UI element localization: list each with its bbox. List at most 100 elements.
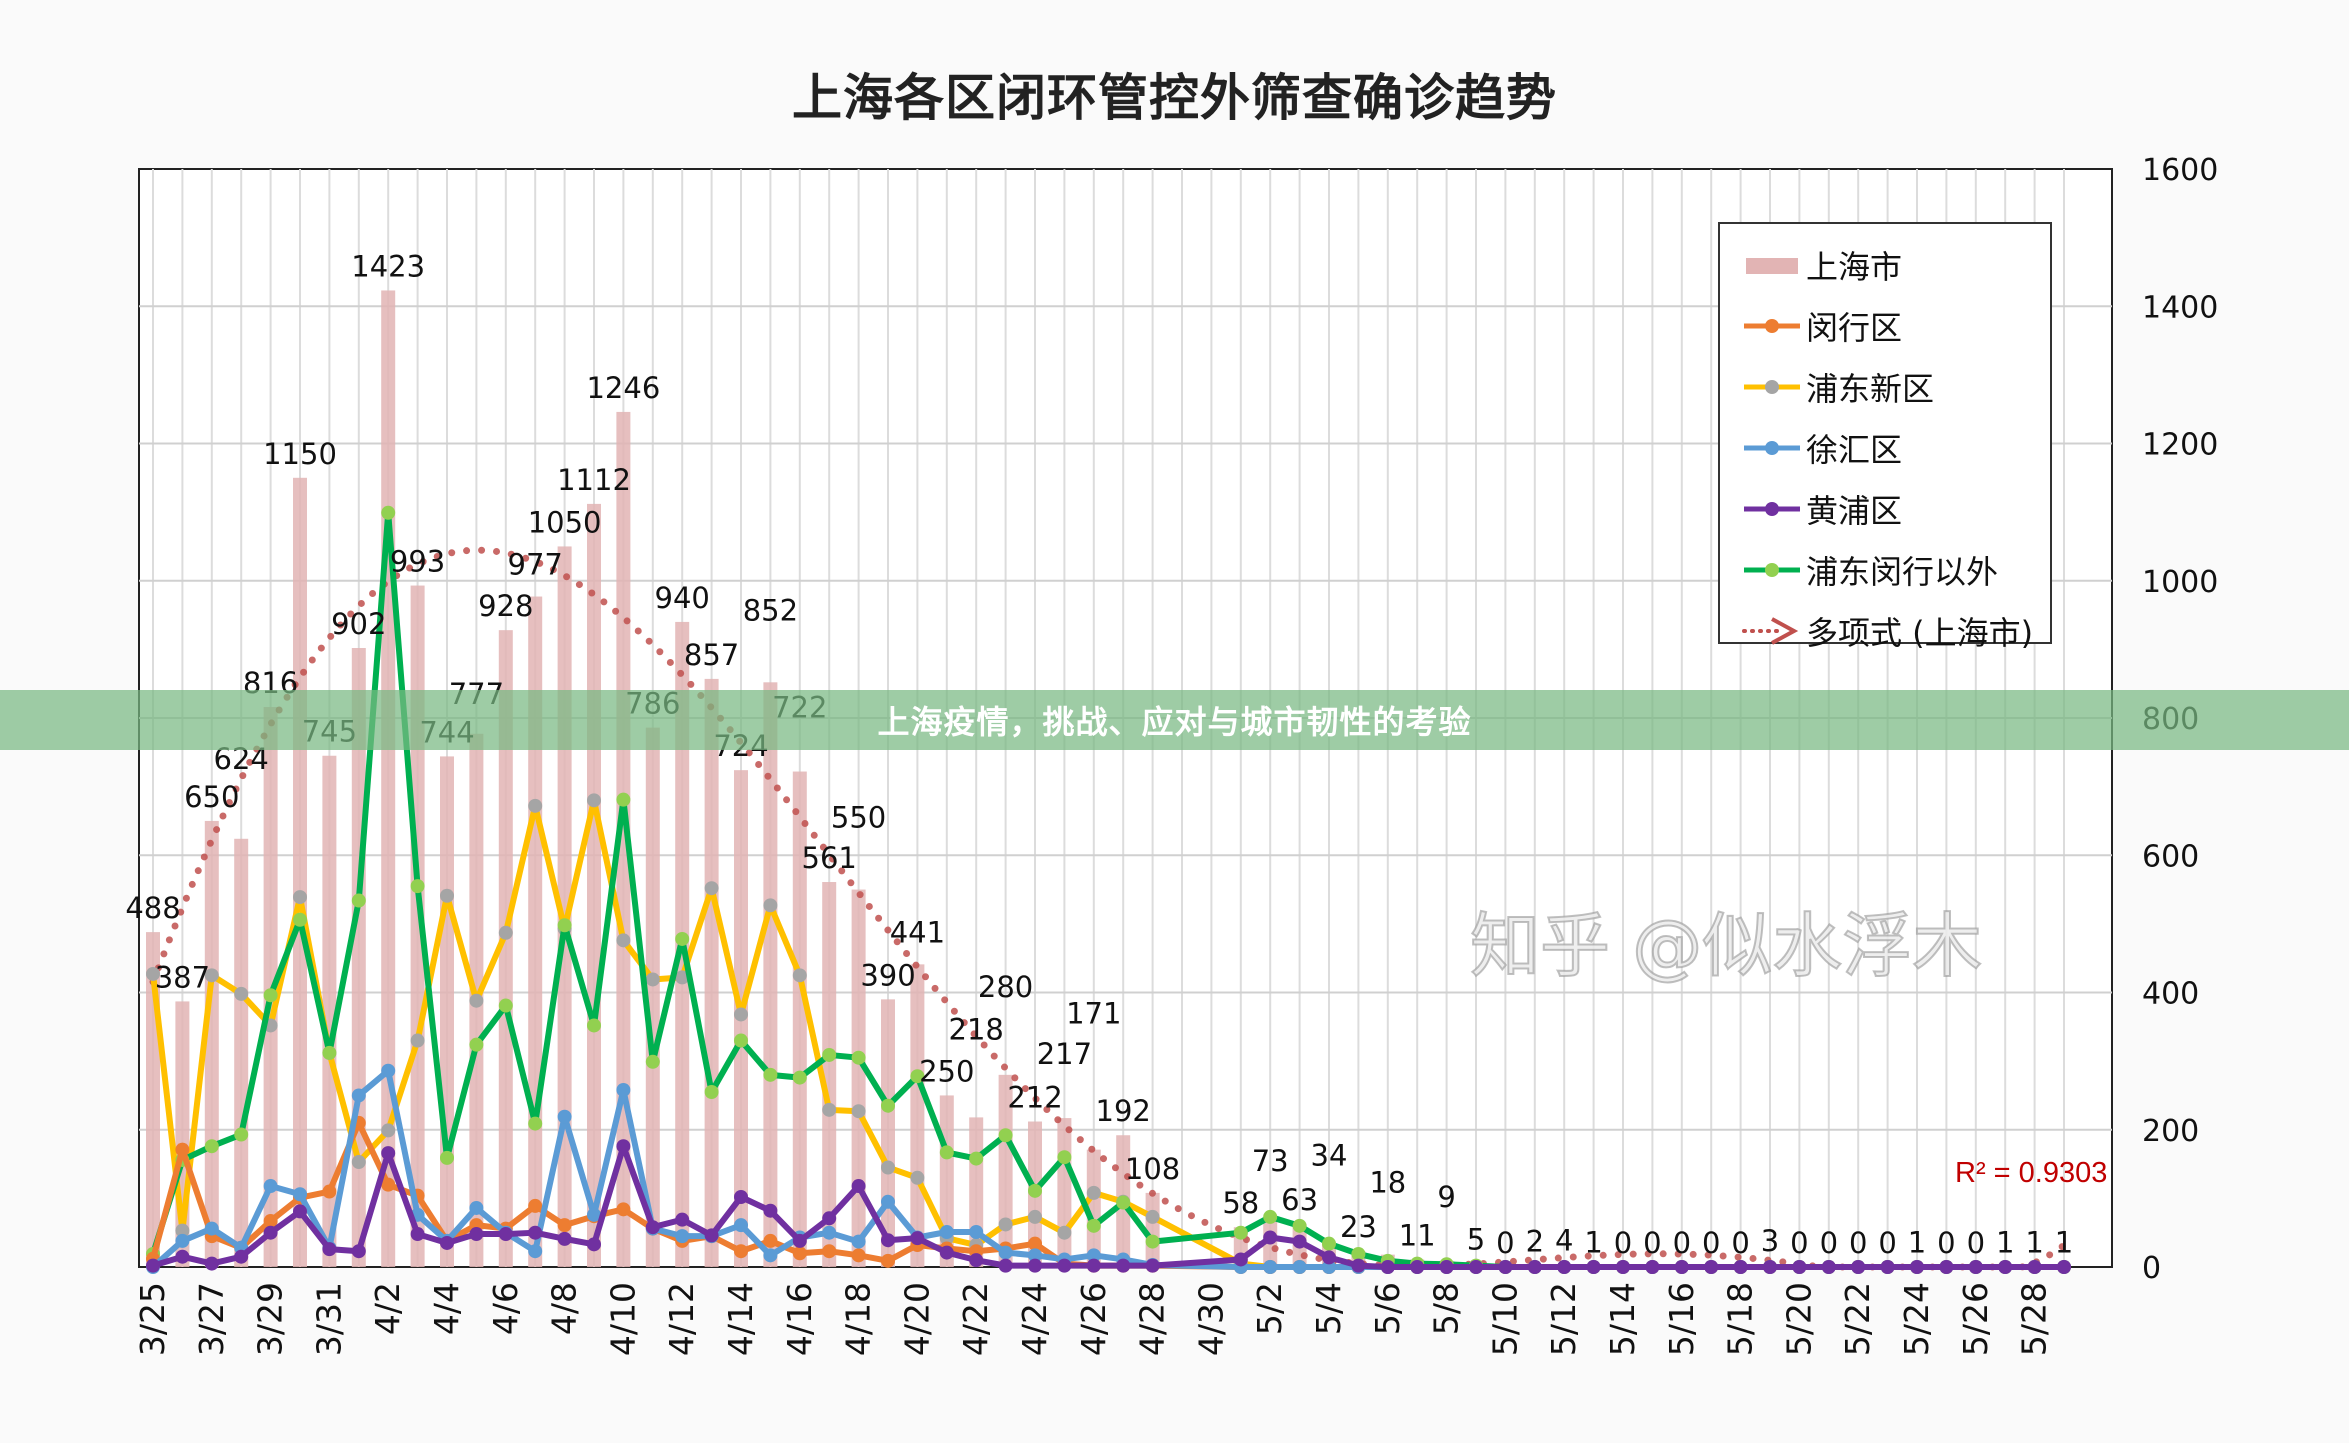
bar-data-label: 58 (1222, 1186, 1259, 1220)
bar-data-label: 1150 (263, 437, 337, 471)
x-tick-label: 4/14 (721, 1282, 760, 1356)
data-point-marker (910, 1170, 925, 1185)
banner-text: 上海疫情，挑战、应对与城市韧性的考验 (877, 703, 1472, 741)
data-point-marker (498, 1227, 513, 1242)
data-point-marker (557, 1109, 572, 1124)
data-point-marker (1351, 1246, 1366, 1261)
data-point-marker (675, 1229, 690, 1244)
data-point-marker (1322, 1260, 1336, 1274)
data-point-marker (1763, 1260, 1777, 1274)
y-tick-label: 400 (2142, 977, 2199, 1012)
legend-label: 浦东新区 (1806, 369, 1935, 408)
data-point-marker (351, 893, 366, 908)
data-point-marker (910, 1231, 925, 1246)
data-point-marker (851, 1248, 866, 1263)
data-point-marker (1322, 1250, 1336, 1265)
x-tick-label: 4/28 (1133, 1282, 1172, 1356)
data-point-marker (1527, 1260, 1542, 1274)
data-point-marker (645, 972, 660, 987)
y-tick-label: 0 (2142, 1251, 2161, 1286)
data-point-marker (234, 1249, 249, 1264)
bar-data-label: 993 (390, 545, 445, 579)
data-point-marker (1263, 1209, 1278, 1224)
data-point-marker (1292, 1260, 1307, 1274)
data-point-marker (204, 968, 219, 983)
data-point-marker (881, 1253, 895, 1268)
data-point-marker (792, 1233, 807, 1248)
bar-data-label: 217 (1037, 1037, 1092, 1071)
data-point-marker (1792, 1260, 1807, 1274)
bar (293, 477, 307, 1267)
y-tick-label: 600 (2142, 839, 2199, 874)
data-point-marker (1674, 1260, 1689, 1274)
line-swatch-icon (1744, 562, 1800, 577)
data-point-marker (822, 1211, 837, 1226)
bar (910, 964, 925, 1267)
bar-data-label: 11 (1399, 1218, 1436, 1252)
data-point-marker (763, 1233, 778, 1248)
data-point-marker (381, 1123, 396, 1138)
data-point-marker (851, 1179, 866, 1194)
data-point-marker (734, 1218, 748, 1233)
data-point-marker (293, 1204, 307, 1219)
bar-data-label: 977 (508, 548, 563, 582)
bar-data-label: 0 (1937, 1226, 1955, 1260)
bar-data-label: 390 (860, 958, 915, 992)
data-point-marker (881, 1233, 895, 1248)
line-series (146, 1139, 2071, 1274)
legend-item-shanghai: 上海市 (1720, 234, 2050, 295)
data-point-marker (1292, 1234, 1307, 1249)
data-point-marker (734, 1007, 748, 1022)
bar-data-label: 0 (1790, 1226, 1808, 1260)
bar-data-label: 250 (919, 1054, 974, 1088)
legend-label: 上海市 (1806, 247, 1903, 286)
bar (792, 771, 807, 1267)
data-point-marker (616, 1082, 631, 1097)
x-tick-label: 5/24 (1897, 1282, 1936, 1356)
bar (616, 411, 631, 1267)
bar-data-label: 0 (1731, 1226, 1749, 1260)
line-swatch-icon (1744, 501, 1800, 516)
x-tick-label: 3/27 (192, 1282, 231, 1356)
data-point-marker (175, 1223, 190, 1238)
legend-label: 浦东闵行以外 (1806, 552, 1999, 591)
bar-data-label: 108 (1125, 1152, 1180, 1186)
data-point-marker (234, 986, 249, 1001)
data-point-marker (939, 1145, 954, 1160)
data-point-marker (763, 898, 778, 913)
x-tick-label: 5/14 (1603, 1282, 1642, 1356)
line-swatch-icon (1744, 379, 1800, 394)
legend-label: 多项式 (上海市) (1806, 613, 2034, 652)
bar-data-label: 561 (802, 841, 857, 875)
line-swatch-icon (1744, 318, 1800, 333)
bar (1057, 1118, 1072, 1267)
legend-item-minhang: 闵行区 (1720, 295, 2050, 356)
data-point-marker (2027, 1260, 2042, 1274)
data-point-marker (410, 879, 425, 894)
data-point-marker (675, 970, 690, 985)
bar-data-label: 23 (1340, 1210, 1377, 1244)
x-tick-label: 4/26 (1074, 1282, 1113, 1356)
data-point-marker (645, 1054, 660, 1069)
data-point-marker (1263, 1230, 1278, 1245)
data-point-marker (763, 1248, 778, 1263)
data-point-marker (939, 1245, 954, 1260)
x-tick-label: 4/10 (603, 1282, 642, 1356)
data-point-marker (881, 1160, 895, 1175)
data-point-marker (1998, 1260, 2013, 1274)
data-point-marker (998, 1258, 1013, 1273)
bar-data-label: 0 (1702, 1226, 1720, 1260)
x-tick-label: 4/18 (839, 1282, 878, 1356)
data-point-marker (1028, 1209, 1042, 1224)
bar (498, 630, 513, 1267)
data-point-marker (175, 1249, 190, 1264)
data-point-marker (440, 1235, 454, 1250)
data-point-marker (1939, 1260, 1954, 1274)
bar (1145, 1192, 1160, 1267)
y-tick-label: 1200 (2142, 428, 2218, 463)
series-line (152, 1143, 2064, 1270)
bar-data-label: 940 (655, 581, 710, 615)
data-point-marker (822, 1047, 837, 1062)
x-tick-label: 5/16 (1662, 1282, 1701, 1356)
bar-data-label: 1112 (557, 463, 631, 497)
